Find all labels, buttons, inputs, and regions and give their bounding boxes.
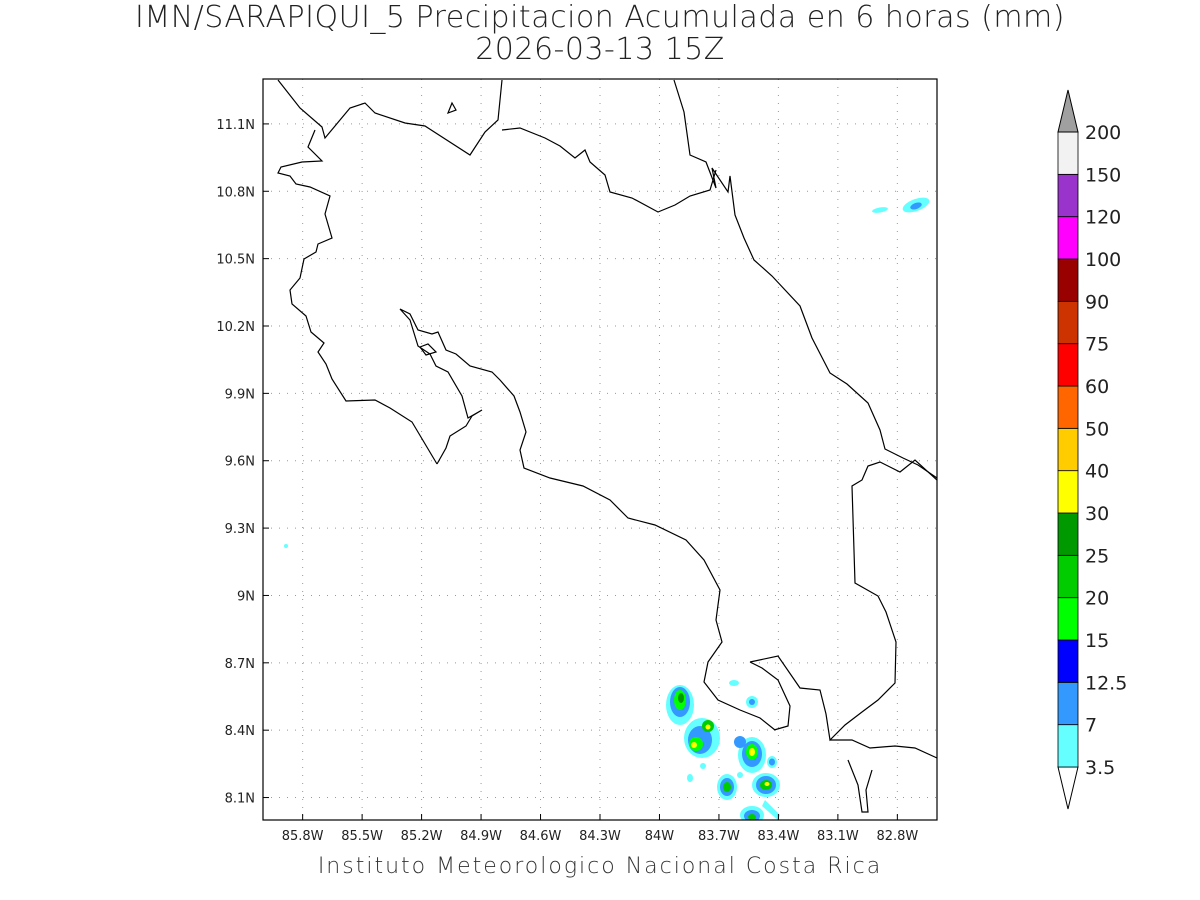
pacific-coast-north bbox=[277, 129, 438, 465]
lat-tick-label: 9.3N bbox=[225, 522, 255, 537]
colorbar: 3.5 7 12.5 15 20 25 30 40 50 60 75 90 100 120 150 200 bbox=[1057, 89, 1127, 810]
lat-tick-label: 8.4N bbox=[225, 724, 255, 739]
osa-peninsula bbox=[749, 661, 791, 731]
lat-tick-label: 11.1N bbox=[216, 118, 255, 133]
lon-tick-label: 85.8W bbox=[282, 829, 324, 844]
lat-tick-label: 9.9N bbox=[225, 387, 255, 402]
lon-tick-label: 83.4W bbox=[758, 829, 800, 844]
precipitation-field bbox=[284, 197, 930, 820]
colorbar-label: 60 bbox=[1085, 376, 1109, 398]
plot-frame bbox=[262, 78, 938, 821]
colorbar-label: 120 bbox=[1085, 207, 1121, 229]
map-title: IMN/SARAPIQUI_5 Precipitacion Acumulada … bbox=[0, 2, 1200, 66]
lat-tick-label: 10.5N bbox=[216, 253, 255, 268]
colorbar-label: 7 bbox=[1085, 715, 1097, 737]
colorbar-swatch bbox=[1057, 427, 1079, 472]
lat-tick-label: 10.8N bbox=[216, 185, 255, 200]
nicoya-gulf bbox=[399, 308, 776, 731]
precip-cell bbox=[740, 800, 780, 820]
colorbar-swatch bbox=[1057, 470, 1079, 514]
burica bbox=[847, 759, 873, 813]
footer-credit: Instituto Meteorologico Nacional Costa R… bbox=[317, 854, 883, 879]
lon-tick-label: 83.1W bbox=[817, 829, 859, 844]
colorbar-label: 40 bbox=[1085, 461, 1109, 483]
coastline bbox=[277, 79, 937, 813]
colorbar-label: 200 bbox=[1085, 122, 1121, 144]
colorbar-min-triangle bbox=[1057, 766, 1079, 810]
colorbar-swatch bbox=[1057, 597, 1079, 641]
lon-tick-label: 84W bbox=[645, 829, 675, 844]
colorbar-swatch bbox=[1057, 343, 1079, 387]
precip-cell bbox=[767, 756, 777, 768]
caribbean-coast bbox=[673, 79, 937, 479]
title-line-2: 2026-03-13 15Z bbox=[475, 32, 725, 67]
colorbar-label: 3.5 bbox=[1085, 757, 1115, 779]
lat-tick-label: 8.1N bbox=[225, 792, 255, 807]
colorbar-swatch bbox=[1057, 173, 1079, 218]
small-island-1 bbox=[446, 101, 457, 115]
grid bbox=[263, 79, 937, 820]
lon-tick-label: 83.7W bbox=[698, 829, 740, 844]
lon-tick-label: 84.3W bbox=[579, 829, 621, 844]
north-border bbox=[277, 79, 503, 156]
lon-tick-label: 84.6W bbox=[520, 829, 562, 844]
lon-tick-label: 84.9W bbox=[460, 829, 502, 844]
lon-tick-label: 85.5W bbox=[341, 829, 383, 844]
precip-cell bbox=[284, 197, 930, 548]
lat-tick-label: 9N bbox=[237, 589, 255, 604]
colorbar-swatch bbox=[1057, 554, 1079, 599]
precip-cell bbox=[734, 736, 766, 773]
precip-cell bbox=[666, 685, 694, 725]
colorbar-swatch bbox=[1057, 258, 1079, 302]
colorbar-swatch bbox=[1057, 300, 1079, 345]
nicaragua-border bbox=[501, 127, 717, 213]
colorbar-label: 100 bbox=[1085, 249, 1121, 271]
colorbar-label: 50 bbox=[1085, 418, 1109, 440]
golfo-dulce bbox=[749, 459, 937, 742]
colorbar-label: 25 bbox=[1085, 545, 1109, 567]
colorbar-swatch bbox=[1057, 724, 1079, 768]
colorbar-label: 75 bbox=[1085, 334, 1109, 356]
colorbar-swatch bbox=[1057, 385, 1079, 429]
precip-cell bbox=[684, 718, 720, 758]
colorbar-swatch bbox=[1057, 512, 1079, 556]
lon-tick-label: 82.8W bbox=[876, 829, 918, 844]
small-island-2 bbox=[419, 343, 438, 356]
colorbar-swatch bbox=[1057, 681, 1079, 726]
lat-tick-label: 9.6N bbox=[225, 455, 255, 470]
lat-tick-label: 10.2N bbox=[216, 320, 255, 335]
colorbar-label: 90 bbox=[1085, 291, 1109, 313]
colorbar-swatch bbox=[1057, 216, 1079, 260]
colorbar-label: 150 bbox=[1085, 164, 1121, 186]
colorbar-max-triangle bbox=[1057, 89, 1079, 133]
colorbar-label: 15 bbox=[1085, 630, 1109, 652]
colorbar-swatch bbox=[1057, 131, 1079, 175]
axis-labels: 85.8W 85.5W 85.2W 84.9W 84.6W 84.3W 84W 83.7W 83… bbox=[216, 118, 918, 844]
precip-cell bbox=[687, 680, 758, 782]
precip-cell bbox=[717, 774, 737, 800]
precip-cell bbox=[752, 773, 780, 797]
title-line-1: IMN/SARAPIQUI_5 Precipitacion Acumulada … bbox=[135, 0, 1065, 35]
colorbar-swatch bbox=[1057, 639, 1079, 683]
colorbar-label: 12.5 bbox=[1085, 672, 1127, 694]
colorbar-label: 20 bbox=[1085, 588, 1109, 610]
panama-border bbox=[830, 739, 937, 759]
colorbar-label: 30 bbox=[1085, 503, 1109, 525]
lon-tick-label: 85.2W bbox=[401, 829, 443, 844]
lat-tick-label: 8.7N bbox=[225, 657, 255, 672]
